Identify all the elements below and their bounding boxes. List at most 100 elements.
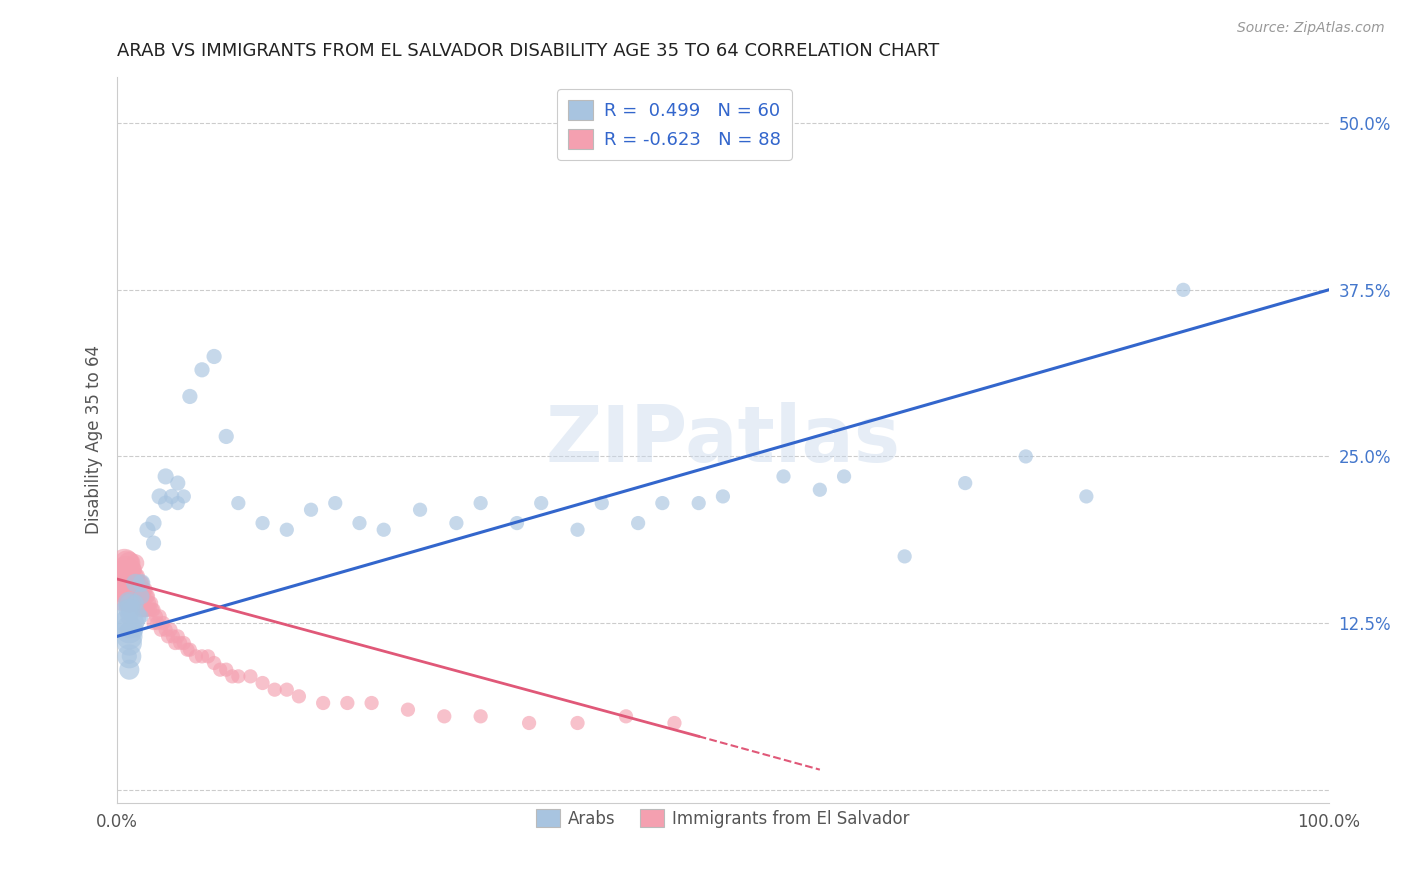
Point [117,569,139,583]
Point [124,569,146,583]
Point [149,623,172,637]
Point [112,576,135,591]
Point [111,569,134,583]
Text: Source: ZipAtlas.com: Source: ZipAtlas.com [1237,21,1385,35]
Point [169,636,191,650]
Point [664,716,686,731]
Point [118,569,141,583]
Point [115,576,138,591]
Point [651,496,673,510]
Point [221,669,243,683]
Point [173,636,195,650]
Point [118,596,141,610]
Point [139,603,162,617]
Point [121,563,143,577]
Point [128,582,150,597]
Point [122,576,145,591]
Point [128,596,150,610]
Point [433,709,456,723]
Point [129,590,152,604]
Point [114,582,136,597]
Point [160,490,183,504]
Point [1173,283,1195,297]
Point [136,603,159,617]
Point [953,476,976,491]
Point [166,629,188,643]
Point [114,556,136,570]
Point [124,623,146,637]
Point [142,603,165,617]
Point [122,563,145,577]
Point [165,636,187,650]
Point [131,576,153,591]
Point [517,716,540,731]
Point [152,615,174,630]
Point [446,516,468,530]
Point [530,496,553,510]
Point [131,609,153,624]
Point [132,603,155,617]
Point [124,576,146,591]
Point [131,582,153,597]
Point [155,623,177,637]
Point [121,576,143,591]
Point [124,556,146,570]
Point [373,523,395,537]
Point [124,596,146,610]
Legend: Arabs, Immigrants from El Salvador: Arabs, Immigrants from El Salvador [530,803,917,835]
Point [135,590,157,604]
Point [157,629,180,643]
Point [228,496,250,510]
Point [145,609,167,624]
Point [141,603,163,617]
Point [173,490,195,504]
Text: ARAB VS IMMIGRANTS FROM EL SALVADOR DISABILITY AGE 35 TO 64 CORRELATION CHART: ARAB VS IMMIGRANTS FROM EL SALVADOR DISA… [117,42,939,60]
Point [1076,490,1098,504]
Point [228,669,250,683]
Point [124,582,146,597]
Point [131,590,153,604]
Point [567,716,589,731]
Point [614,709,637,723]
Point [191,649,214,664]
Point [114,582,136,597]
Point [118,596,141,610]
Y-axis label: Disability Age 35 to 64: Disability Age 35 to 64 [86,345,103,534]
Point [118,649,141,664]
Point [360,696,382,710]
Point [118,636,141,650]
Point [149,490,172,504]
Point [166,496,188,510]
Point [139,596,162,610]
Point [127,590,149,604]
Point [118,615,141,630]
Point [142,516,165,530]
Point [131,576,153,591]
Point [118,623,141,637]
Point [131,590,153,604]
Point [772,469,794,483]
Point [808,483,831,497]
Point [118,556,141,570]
Point [215,663,238,677]
Point [506,516,529,530]
Point [142,615,165,630]
Point [396,703,419,717]
Point [312,696,335,710]
Point [118,629,141,643]
Point [129,576,152,591]
Point [1015,450,1038,464]
Point [134,582,156,597]
Point [118,603,141,617]
Point [263,682,285,697]
Point [136,523,159,537]
Point [323,496,346,510]
Point [299,502,322,516]
Point [202,350,225,364]
Point [470,709,492,723]
Point [239,669,262,683]
Point [627,516,650,530]
Point [112,590,135,604]
Point [567,523,589,537]
Point [122,576,145,591]
